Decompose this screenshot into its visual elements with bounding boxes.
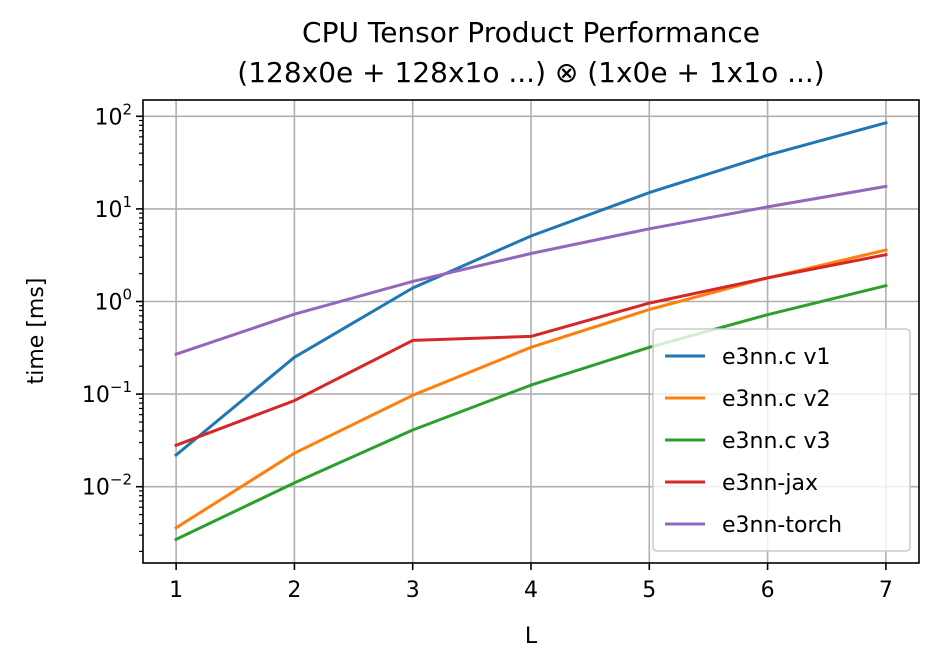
legend-entry-label: e3nn.c v1 [722, 345, 831, 370]
series-line-e3nn-torch [174, 184, 888, 357]
series-line-e3nn-jax [174, 252, 888, 448]
y-tick-label: 101 [94, 193, 132, 223]
y-axis-label: time [ms] [24, 278, 49, 385]
x-axis-label: L [525, 624, 538, 649]
legend-entry-label: e3nn-torch [722, 513, 842, 538]
legend: e3nn.c v1 e3nn.c v2 e3nn.c v3 e3nn-jax e3nn-… [652, 328, 911, 552]
x-tick-label: 5 [642, 578, 656, 603]
chart-title-line-1: CPU Tensor Product Performance [302, 16, 760, 49]
x-tick-label: 4 [524, 578, 538, 603]
x-tick-label: 1 [169, 578, 183, 603]
x-tick-label: 6 [761, 578, 775, 603]
legend-entry-label: e3nn.c v2 [722, 387, 831, 412]
legend-box [652, 328, 911, 552]
x-tick-label: 7 [879, 578, 893, 603]
chart-title-line-2: (128x0e + 128x1o ...) ⊗ (1x0e + 1x1o ...… [237, 56, 825, 89]
y-tick-label: 100 [94, 286, 132, 316]
y-tick-label: 10−1 [82, 378, 132, 408]
x-tick-label: 3 [406, 578, 420, 603]
y-tick-label: 10−2 [82, 471, 132, 501]
series-lines [173, 120, 888, 542]
series-line-e3nn-c-v1 [173, 120, 888, 458]
legend-entry-label: e3nn-jax [722, 471, 818, 496]
legend-entry-label: e3nn.c v3 [722, 429, 831, 454]
series-line-e3nn-c-v3 [174, 283, 888, 542]
ticks: 1 2 3 4 5 6 7 10−2 10−1 100 101 102 [82, 100, 893, 603]
x-tick-label: 2 [287, 578, 301, 603]
y-tick-label: 102 [94, 100, 132, 130]
